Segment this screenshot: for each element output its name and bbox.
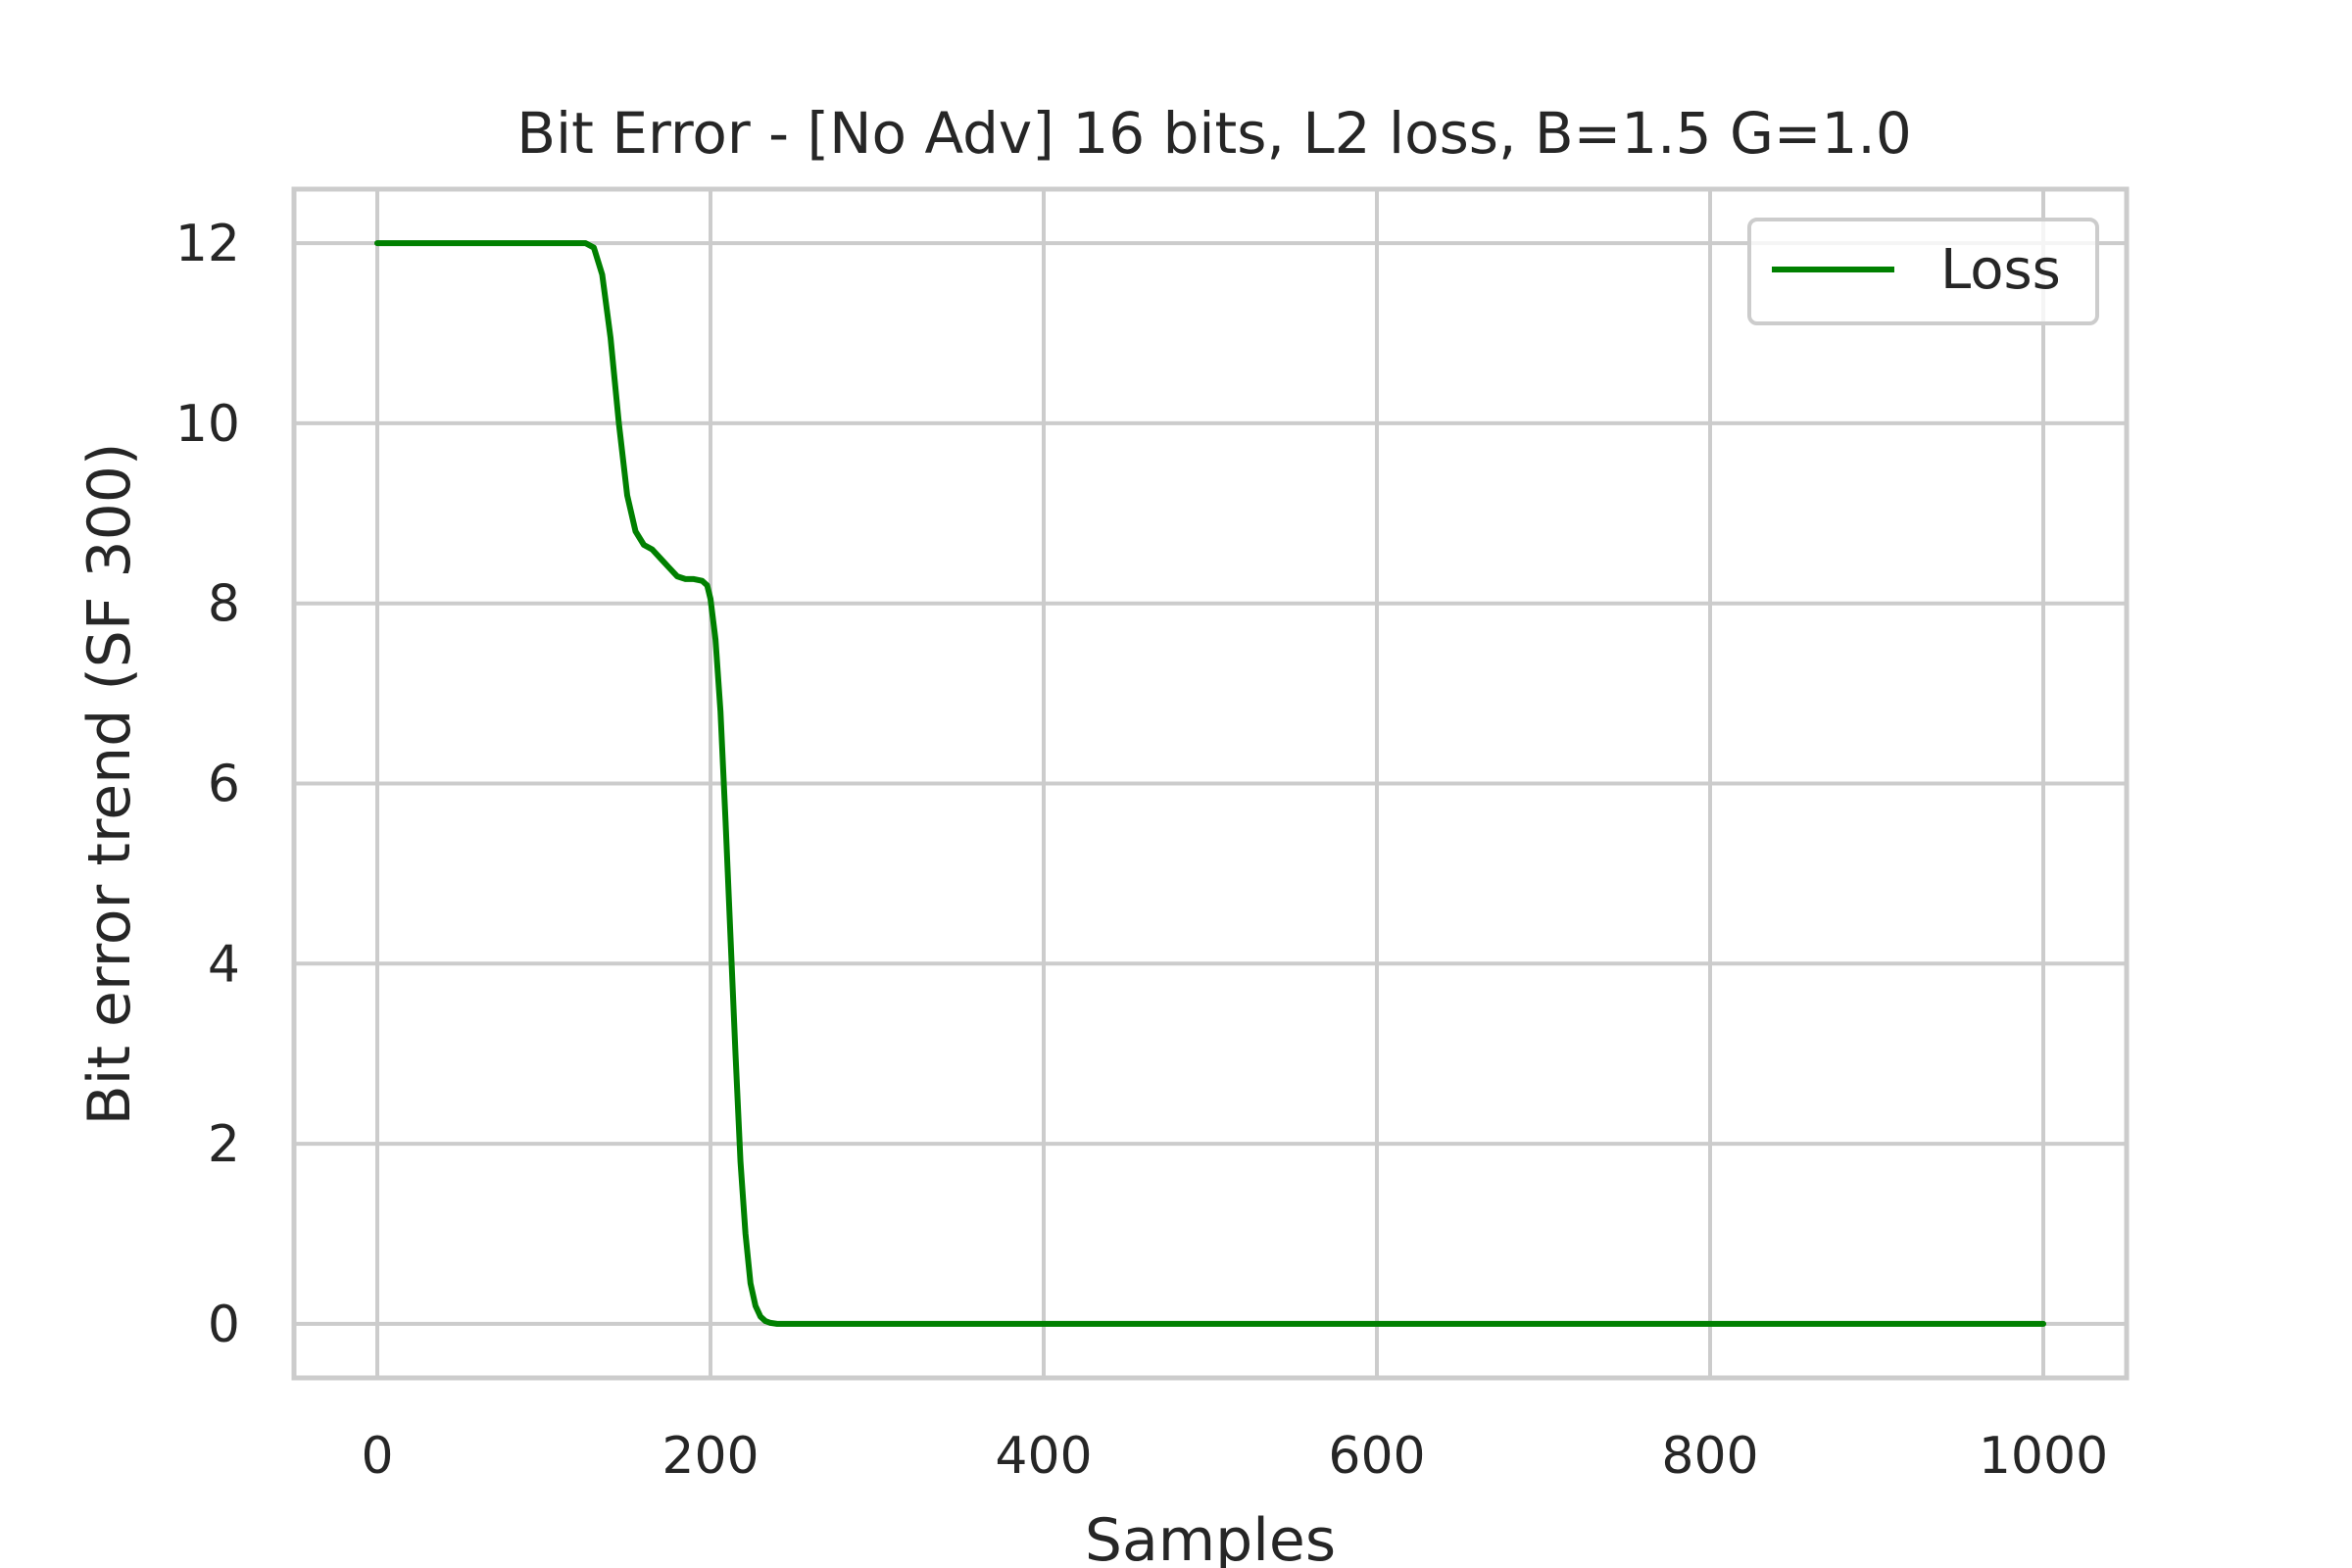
- legend: Loss: [1747, 218, 2099, 325]
- x-axis-label: Samples: [1085, 1506, 1336, 1568]
- y-tick-label: 6: [208, 756, 240, 814]
- y-tick-label: 0: [208, 1296, 240, 1354]
- plot-frame: [291, 186, 2130, 1381]
- x-tick-labels: 0 200 400 600 800 1000: [361, 1427, 2108, 1486]
- x-tick-label: 400: [995, 1427, 1092, 1486]
- y-axis-label: Bit error trend (SF 300): [75, 443, 144, 1126]
- y-tick-label: 10: [175, 395, 240, 454]
- series-layer: [374, 240, 2046, 1327]
- chart-title: Bit Error - [No Adv] 16 bits, L2 loss, B…: [516, 100, 1911, 167]
- x-tick-label: 0: [361, 1427, 393, 1486]
- y-tick-label: 2: [208, 1115, 240, 1174]
- x-tick-label: 600: [1328, 1427, 1425, 1486]
- y-tick-label: 8: [208, 575, 240, 634]
- x-tick-label: 1000: [1979, 1427, 2108, 1486]
- x-tick-label: 800: [1661, 1427, 1758, 1486]
- y-tick-label: 12: [175, 215, 240, 273]
- y-tick-label: 4: [208, 935, 240, 994]
- legend-box: [1747, 218, 2099, 325]
- legend-label-loss: Loss: [1940, 238, 2061, 302]
- series-line-loss: [374, 240, 2046, 1327]
- y-tick-labels: 0 2 4 6 8 10 12: [175, 215, 240, 1354]
- grid: [294, 189, 2127, 1378]
- x-tick-label: 200: [662, 1427, 759, 1486]
